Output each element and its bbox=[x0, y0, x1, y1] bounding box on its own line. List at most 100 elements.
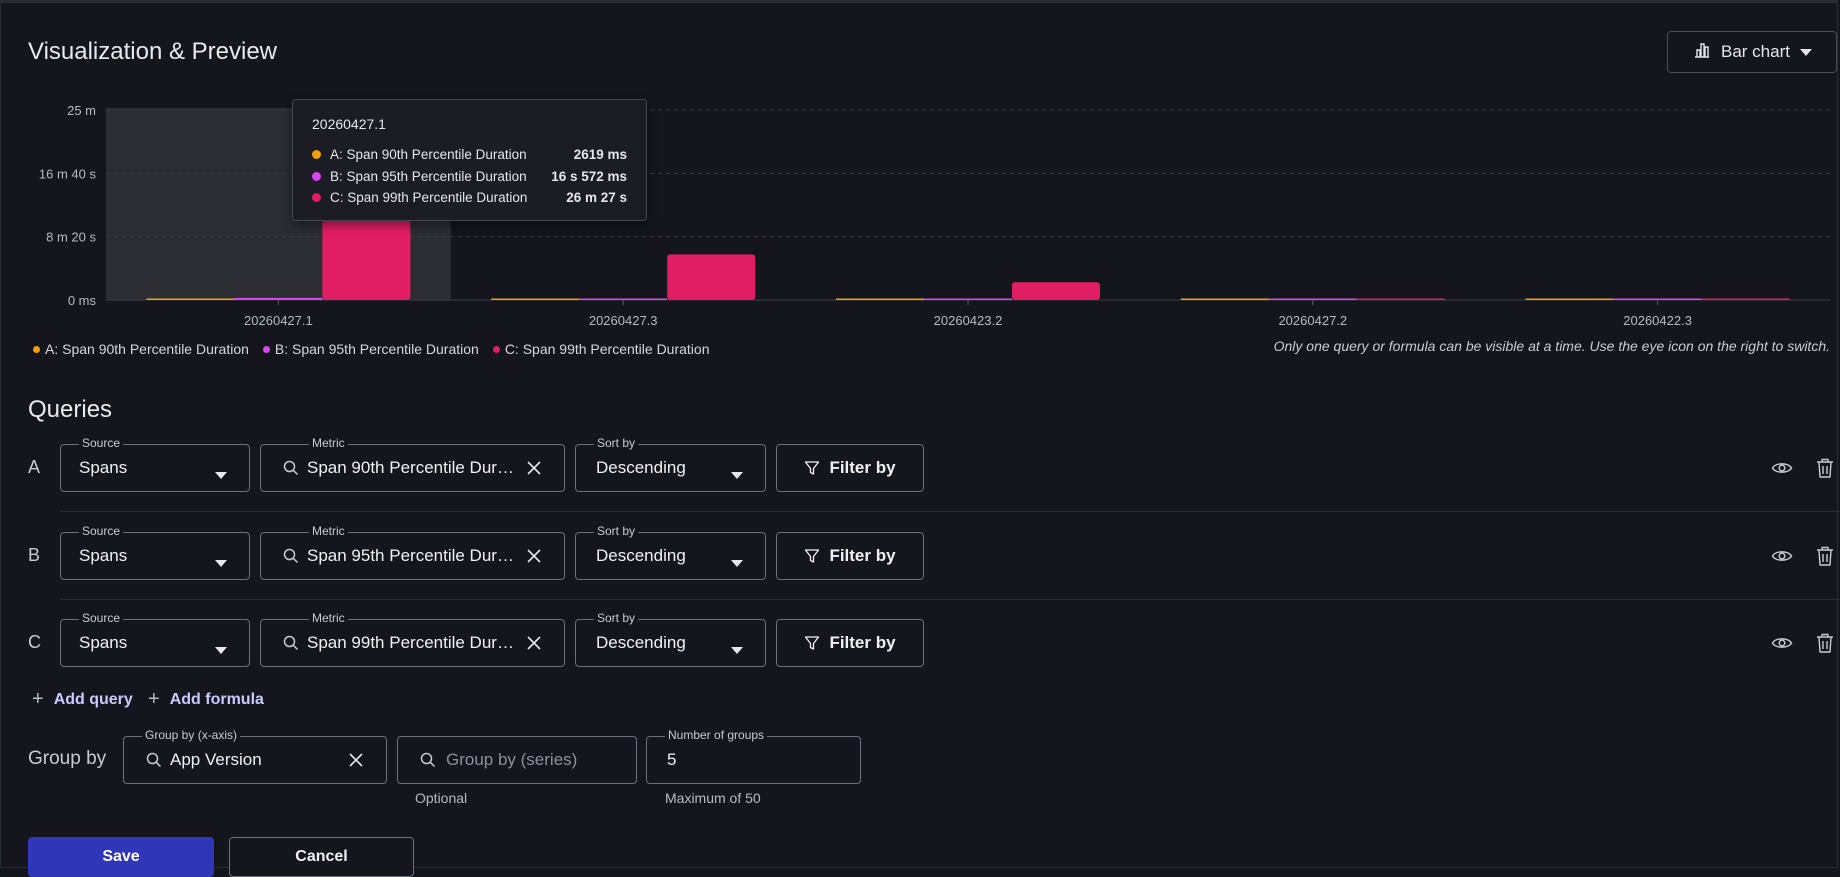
chevron-down-icon bbox=[731, 560, 743, 567]
filter-by-button[interactable]: Filter by bbox=[776, 532, 924, 580]
add-query-button[interactable]: + Add query bbox=[32, 688, 133, 711]
tooltip-row: A: Span 90th Percentile Duration 2619 ms bbox=[312, 144, 627, 166]
filter-by-label: Filter by bbox=[829, 633, 896, 652]
bar-c-3[interactable] bbox=[1356, 298, 1445, 301]
bar-b-1[interactable] bbox=[579, 298, 668, 301]
x-tick-label: 20260427.3 bbox=[589, 313, 658, 328]
add-query-label: Add query bbox=[53, 690, 133, 708]
page-title: Visualization & Preview bbox=[28, 38, 278, 65]
trash-icon[interactable] bbox=[1813, 631, 1837, 655]
series-dot-icon bbox=[492, 345, 500, 353]
bar-c-4[interactable] bbox=[1701, 298, 1790, 301]
bar-a-3[interactable] bbox=[1180, 298, 1269, 301]
metric-value: Span 95th Percentile Durati... bbox=[307, 546, 522, 565]
add-formula-button[interactable]: + Add formula bbox=[148, 688, 264, 711]
close-icon[interactable] bbox=[526, 460, 542, 476]
metric-value: Span 99th Percentile Durati... bbox=[307, 633, 522, 652]
series-dot-icon bbox=[312, 171, 321, 181]
chart-type-dropdown[interactable]: Bar chart bbox=[1667, 31, 1837, 73]
chart-type-label: Bar chart bbox=[1721, 42, 1790, 61]
metric-value: Span 90th Percentile Durati... bbox=[307, 458, 522, 477]
source-select[interactable]: Source Spans bbox=[60, 436, 250, 492]
tooltip-row-value: 16 s 572 ms bbox=[551, 168, 627, 184]
bar-b-2[interactable] bbox=[924, 298, 1012, 301]
queries-title: Queries bbox=[28, 396, 113, 423]
x-tick-label: 20260427.1 bbox=[244, 313, 313, 328]
sort-by-label: Sort by bbox=[594, 436, 639, 450]
metric-field[interactable]: Metric Span 99th Percentile Durati... bbox=[260, 611, 565, 667]
group-by-x-axis-value: App Version bbox=[170, 750, 262, 769]
sort-by-label: Sort by bbox=[594, 611, 639, 625]
tooltip-row: C: Span 99th Percentile Duration 26 m 27… bbox=[312, 187, 627, 209]
sort-by-label: Sort by bbox=[594, 524, 639, 538]
source-value: Spans bbox=[79, 633, 128, 652]
search-icon bbox=[283, 635, 299, 651]
chevron-down-icon bbox=[215, 560, 227, 567]
trash-icon[interactable] bbox=[1813, 544, 1837, 568]
bar-chart-icon bbox=[1693, 41, 1711, 64]
bar-a-1[interactable] bbox=[491, 298, 580, 301]
group-by-series-field[interactable]: Group by (series) bbox=[397, 736, 637, 784]
bar-b-4[interactable] bbox=[1613, 298, 1702, 301]
x-tick-label: 20260427.2 bbox=[1278, 313, 1347, 328]
filter-by-button[interactable]: Filter by bbox=[776, 619, 924, 667]
tooltip-row-label: B: Span 95th Percentile Duration bbox=[330, 168, 527, 184]
bar-chart[interactable]: 0 ms8 m 20 s16 m 40 s25 m 20260427.1 2026… bbox=[0, 90, 1840, 330]
source-select[interactable]: Source Spans bbox=[60, 524, 250, 580]
legend-item[interactable]: C: Span 99th Percentile Duration bbox=[492, 341, 710, 357]
bar-a-4[interactable] bbox=[1525, 298, 1614, 301]
chevron-down-icon bbox=[731, 472, 743, 479]
legend-label: B: Span 95th Percentile Duration bbox=[274, 341, 479, 357]
bar-c-1[interactable] bbox=[667, 254, 756, 300]
number-of-groups-field[interactable]: Number of groups 5 bbox=[646, 728, 861, 784]
sort-by-value: Descending bbox=[596, 458, 686, 477]
group-by-x-axis-field[interactable]: Group by (x-axis) App Version bbox=[123, 728, 387, 784]
legend-label: C: Span 99th Percentile Duration bbox=[504, 341, 710, 357]
eye-icon[interactable] bbox=[1770, 544, 1794, 568]
bar-b-3[interactable] bbox=[1268, 298, 1357, 301]
bar-a-0[interactable] bbox=[146, 298, 235, 301]
sort-by-select[interactable]: Sort by Descending bbox=[575, 611, 766, 667]
trash-icon[interactable] bbox=[1813, 456, 1837, 480]
query-letter: B bbox=[28, 545, 41, 565]
y-tick-label: 25 m bbox=[67, 103, 96, 118]
series-dot-icon bbox=[262, 345, 270, 353]
bar-b-0[interactable] bbox=[234, 297, 323, 300]
number-of-groups-value: 5 bbox=[667, 750, 677, 769]
plus-icon: + bbox=[32, 688, 44, 710]
tooltip-row-value: 2619 ms bbox=[573, 147, 627, 163]
eye-icon[interactable] bbox=[1770, 456, 1794, 480]
chevron-down-icon bbox=[731, 647, 743, 654]
cancel-button[interactable]: Cancel bbox=[229, 837, 414, 877]
group-by-series-helper: Optional bbox=[415, 790, 468, 806]
plus-icon: + bbox=[148, 688, 160, 710]
filter-by-button[interactable]: Filter by bbox=[776, 444, 924, 492]
legend-item[interactable]: A: Span 90th Percentile Duration bbox=[33, 341, 249, 357]
chevron-down-icon bbox=[215, 647, 227, 654]
chart-legend: A: Span 90th Percentile Duration B: Span… bbox=[33, 341, 710, 357]
metric-field[interactable]: Metric Span 90th Percentile Durati... bbox=[260, 436, 565, 492]
y-tick-label: 8 m 20 s bbox=[46, 230, 96, 245]
bar-c-2[interactable] bbox=[1012, 282, 1100, 300]
metric-label: Metric bbox=[309, 524, 348, 538]
filter-icon bbox=[804, 548, 820, 564]
eye-icon[interactable] bbox=[1770, 631, 1794, 655]
close-icon[interactable] bbox=[526, 548, 542, 564]
legend-item[interactable]: B: Span 95th Percentile Duration bbox=[262, 341, 479, 357]
series-dot-icon bbox=[312, 150, 321, 160]
number-of-groups-label: Number of groups bbox=[665, 728, 768, 742]
filter-by-label: Filter by bbox=[829, 546, 896, 565]
source-select[interactable]: Source Spans bbox=[60, 611, 250, 667]
bar-a-2[interactable] bbox=[836, 298, 924, 301]
group-by-series-placeholder: Group by (series) bbox=[446, 750, 578, 769]
save-button[interactable]: Save bbox=[28, 837, 214, 877]
close-icon[interactable] bbox=[526, 635, 542, 651]
chart-tooltip: 20260427.1 A: Span 90th Percentile Durat… bbox=[292, 99, 647, 221]
sort-by-select[interactable]: Sort by Descending bbox=[575, 524, 766, 580]
sort-by-select[interactable]: Sort by Descending bbox=[575, 436, 766, 492]
source-label: Source bbox=[79, 611, 124, 625]
metric-label: Metric bbox=[309, 611, 348, 625]
metric-field[interactable]: Metric Span 95th Percentile Durati... bbox=[260, 524, 565, 580]
close-icon[interactable] bbox=[348, 752, 364, 768]
search-icon bbox=[283, 548, 299, 564]
